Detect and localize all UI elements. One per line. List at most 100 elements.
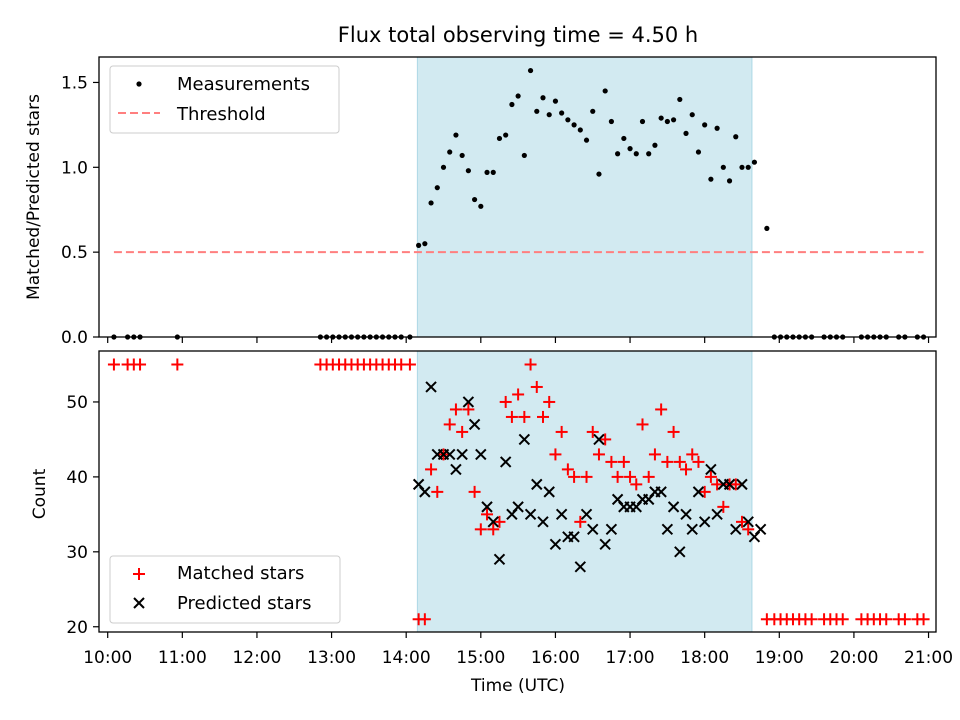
measurement-point [689,112,695,118]
predicted-star-point [512,501,524,513]
predicted-star-point [493,553,506,566]
matched-star-point [667,425,680,438]
predicted-star-point [667,501,680,513]
predicted-star-point [587,523,599,536]
measurement-point [428,200,434,206]
matched-star-point [487,523,500,536]
measurement-point [652,142,658,148]
measurement-point [633,151,639,157]
top-ytick-label: 0.5 [61,243,88,263]
predicted-star-point [456,448,468,461]
top-ytick-label: 1.5 [61,73,88,93]
matched-star-point [443,418,456,431]
predicted-star-point [705,463,717,476]
measurement-point [546,112,552,118]
xtick-label: 13:00 [307,648,356,668]
measurement-point [447,149,453,155]
predicted-star-point [711,508,723,521]
measurement-point [615,151,621,157]
measurement-point [478,203,484,209]
bottom-axes-frame [98,350,937,633]
measurement-point [503,132,509,138]
matched-star-point [580,470,593,483]
measurement-point [702,122,708,128]
predicted-star-point [419,486,431,498]
measurement-point [509,101,515,108]
matched-star-point [917,613,930,626]
measurement-point [764,225,770,231]
predicted-star-point [655,486,667,498]
matched-star-point [661,455,674,468]
measurement-point [440,164,447,170]
measurement-point [627,146,633,152]
matched-star-point [648,448,661,461]
matched-star-point [524,358,537,371]
predicted-star-point [524,508,537,521]
matched-star-point [536,410,549,423]
bottom-ytick-label: 50 [66,393,88,413]
measurement-point [515,93,521,99]
measurement-point [453,132,459,138]
predicted-star-point [475,448,487,461]
top-ytick-label: 0.0 [61,328,88,348]
xtick-label: 19:00 [755,648,804,668]
measurement-point [639,118,646,125]
measurement-point [726,178,733,184]
predicted-star-point [580,508,593,521]
measurement-point [534,108,540,114]
predicted-star-point [686,523,698,536]
predicted-star-point [723,478,736,491]
predicted-star-point [574,561,587,573]
predicted-star-point [730,523,742,536]
measurement-point [683,130,689,136]
matched-star-point [456,425,469,438]
measurement-point [434,185,440,191]
measurement-point [422,241,428,247]
measurement-point [471,196,478,203]
matched-star-point [742,523,755,536]
matched-star-point [530,380,543,393]
xtick-label: 20:00 [829,648,878,668]
matched-star-point [574,515,587,528]
matched-star-point [499,395,512,408]
predicted-star-point [537,516,549,528]
matched-star-point [171,358,184,371]
matched-star-point [617,455,630,468]
xtick-label: 21:00 [904,648,953,668]
matched-star-point [673,455,686,468]
bottom-points-layer [107,358,930,626]
legend-threshold-label: Threshold [176,104,266,125]
legend-measurements-marker [136,81,142,87]
predicted-star-point [605,523,618,536]
measurement-point [751,159,758,165]
predicted-star-point [444,448,456,461]
matched-star-point [462,403,475,416]
top-yticks: 0.0 0.5 1.0 1.5 [61,73,99,348]
measurement-point [559,110,565,116]
measurement-point [527,67,534,74]
matched-star-point [493,515,506,528]
xtick-label: 12:00 [232,648,281,668]
matched-star-point [418,613,431,626]
chart-title: Flux total observing time = 4.50 h [338,23,698,47]
predicted-star-point [680,508,692,521]
matched-star-point [549,448,562,461]
matched-star-point [403,358,416,371]
predicted-star-point [425,381,437,393]
predicted-star-point [754,523,767,536]
predicted-star-point [698,516,711,528]
measurement-point [695,149,702,155]
measurement-point [571,122,577,128]
top-panel: 0.0 0.5 1.0 1.5 Matched/Predicted stars Mea… [24,56,937,348]
top-axes-frame [98,56,937,338]
matched-star-point [543,395,556,408]
legend-matched-label: Matched stars [177,563,304,584]
predicted-star-point [555,508,568,521]
measurement-point [739,164,745,170]
measurement-point [565,117,571,123]
predicted-star-point [518,433,531,446]
matched-star-point [642,470,655,483]
top-ytick-label: 1.0 [61,158,88,178]
